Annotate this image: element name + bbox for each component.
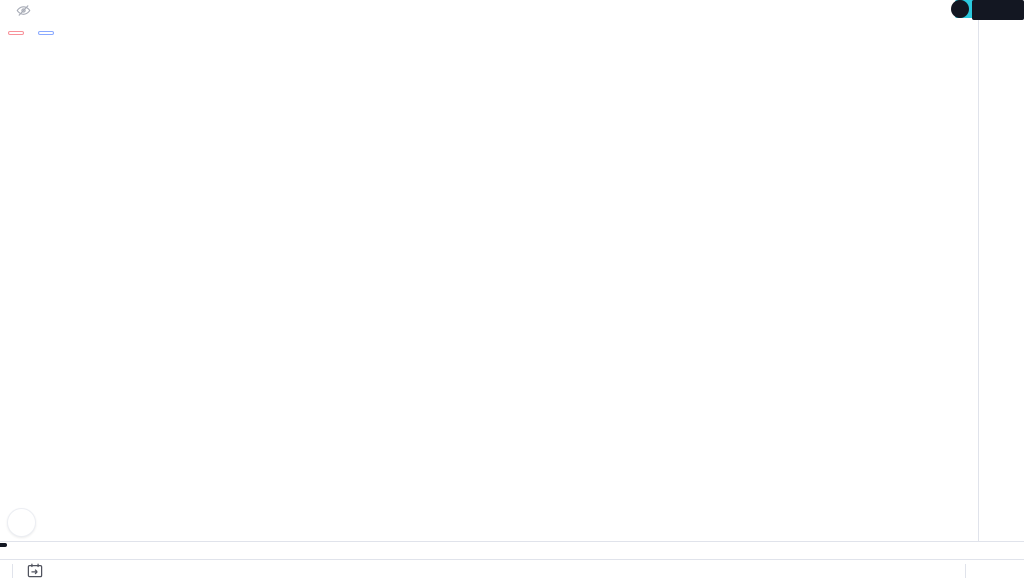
add-alert-plus-button[interactable]	[951, 0, 969, 18]
chart-pane[interactable]	[0, 0, 978, 541]
price-chart-svg[interactable]	[0, 0, 978, 541]
ask-value-box	[38, 31, 54, 35]
legend-series-row[interactable]	[8, 4, 54, 20]
tradingview-logo[interactable]	[7, 508, 36, 537]
toolbar-divider	[12, 563, 13, 578]
bid-value-box	[8, 31, 24, 35]
legend-values-row[interactable]	[8, 24, 54, 42]
toolbar-divider	[965, 563, 966, 578]
range-switcher	[0, 563, 51, 578]
crosshair-price-label	[972, 0, 1024, 20]
scale-controls	[945, 563, 1024, 578]
bottom-toolbar	[0, 559, 1024, 581]
crosshair-time-label	[0, 543, 7, 547]
hidden-eye-icon[interactable]	[16, 3, 31, 21]
price-axis[interactable]	[951, 0, 1024, 541]
time-axis[interactable]	[0, 541, 1024, 559]
go-to-date-icon[interactable]	[19, 563, 51, 578]
legend	[8, 4, 54, 47]
